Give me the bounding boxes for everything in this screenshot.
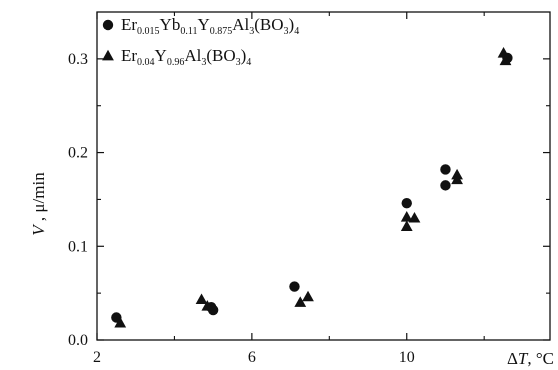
y-tick-label: 0.0 (68, 332, 88, 349)
triangle-data-point (114, 316, 127, 328)
x-axis-label-symbol: Δ (507, 349, 518, 368)
legend-subscript: 0.875 (210, 26, 233, 37)
legend-subscript: 0.96 (167, 57, 185, 68)
legend-text-part: Al (184, 46, 201, 65)
x-axis-label-var: T (518, 349, 529, 368)
legend-text-part: (BO (254, 15, 283, 34)
data-points-group (111, 47, 513, 328)
legend-triangle-marker (102, 49, 114, 61)
y-tick-label: 0.1 (68, 238, 88, 255)
y-tick-label: 0.2 (68, 145, 88, 162)
legend-subscript: 0.11 (180, 26, 197, 37)
x-tick-label: 2 (93, 349, 101, 366)
triangle-data-point (400, 211, 413, 222)
triangle-data-point (499, 54, 512, 66)
x-axis-label-unit: , °C (527, 349, 554, 368)
legend-text-part: ) (241, 46, 247, 65)
plot-frame (96, 11, 551, 341)
legend-subscript: 3 (201, 57, 206, 68)
legend-text-part: ) (289, 15, 295, 34)
legend: Er0.015Yb0.11Y0.875Al3(BO3)4Er0.04Y0.96A… (102, 15, 299, 68)
triangle-data-point (451, 173, 463, 185)
axis-ticks-group (96, 12, 550, 341)
x-tick-label: 10 (399, 349, 415, 366)
triangle-data-point (201, 300, 214, 311)
legend-entry-label: Er0.04Y0.96Al3(BO3)4 (121, 46, 251, 68)
triangle-data-point (408, 211, 421, 223)
legend-subscript: 3 (236, 57, 241, 68)
legend-text-part: Y (197, 15, 209, 34)
legend-text-part: Al (232, 15, 249, 34)
y-axis-label: V , μ/min (29, 172, 48, 236)
legend-text-part: (BO (206, 46, 235, 65)
y-tick-label: 0.3 (68, 51, 88, 68)
legend-subscript: 0.015 (137, 26, 160, 37)
x-axis-label: ΔT, °C (507, 349, 554, 368)
legend-subscript: 4 (294, 26, 299, 37)
triangle-data-point (195, 293, 208, 305)
circle-data-point (289, 281, 300, 292)
triangle-data-point (400, 220, 413, 231)
x-tick-label: 6 (248, 349, 256, 366)
triangle-data-point (497, 47, 510, 58)
circle-data-point (440, 164, 451, 175)
legend-subscript: 4 (246, 57, 251, 68)
circle-data-point (401, 197, 412, 209)
legend-circle-marker (102, 19, 114, 31)
legend-subscript: 3 (284, 26, 289, 37)
tick-labels-group: 2 6 10 0.0 0.1 0.2 0.3 (68, 51, 415, 366)
y-axis-label-unit: , μ/min (29, 172, 48, 226)
y-axis-label-var: V (29, 223, 48, 236)
plot-frame-group (96, 11, 551, 341)
triangle-data-point (302, 290, 314, 302)
legend-text-part: Er (121, 46, 137, 65)
legend-text-part: Er (121, 15, 137, 34)
circle-data-point (440, 180, 451, 191)
legend-text-part: Y (155, 46, 167, 65)
legend-text-part: Yb (160, 15, 181, 34)
legend-entry-label: Er0.015Yb0.11Y0.875Al3(BO3)4 (121, 15, 299, 37)
legend-subscript: 3 (249, 26, 254, 37)
triangle-data-point (294, 296, 307, 307)
legend-subscript: 0.04 (137, 57, 155, 68)
